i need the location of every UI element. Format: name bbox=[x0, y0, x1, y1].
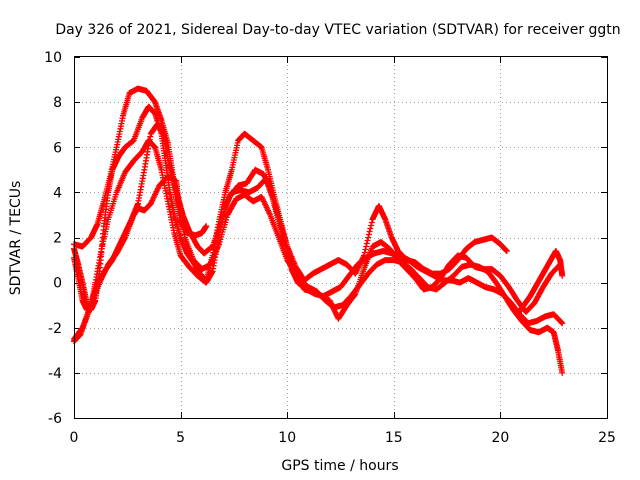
y-tick-label: -4 bbox=[48, 366, 62, 382]
y-tick-label: 10 bbox=[44, 50, 62, 66]
y-tick-label: 2 bbox=[53, 231, 62, 247]
x-tick-label: 25 bbox=[598, 430, 616, 446]
x-tick-label: 0 bbox=[70, 430, 79, 446]
plot-frame bbox=[74, 56, 608, 419]
chart-title: Day 326 of 2021, Sidereal Day-to-day VTE… bbox=[55, 22, 620, 38]
data-marks bbox=[71, 85, 566, 376]
y-tick-labels: -6 -4 -2 0 2 4 6 8 10 bbox=[44, 50, 62, 427]
x-tick-label: 10 bbox=[278, 430, 296, 446]
x-axis-label: GPS time / hours bbox=[281, 458, 398, 474]
y-tick-label: 0 bbox=[53, 276, 62, 292]
x-tick-label: 20 bbox=[491, 430, 509, 446]
y-tick-label: 4 bbox=[53, 185, 62, 201]
data-series-trace-c bbox=[71, 121, 566, 376]
x-tick-label: 15 bbox=[385, 430, 403, 446]
y-tick-label: 8 bbox=[53, 95, 62, 111]
y-tick-label: -2 bbox=[48, 321, 62, 337]
data-series-trace-e bbox=[71, 173, 564, 342]
grid-lines bbox=[74, 57, 607, 418]
y-axis-label: SDTVAR / TECUs bbox=[8, 181, 24, 296]
x-tick-label: 5 bbox=[176, 430, 185, 446]
data-series-trace-f bbox=[514, 248, 566, 318]
y-tick-label: -6 bbox=[48, 411, 62, 427]
y-tick-label: 6 bbox=[53, 140, 62, 156]
x-tick-labels: 0 5 10 15 20 25 bbox=[70, 430, 616, 446]
